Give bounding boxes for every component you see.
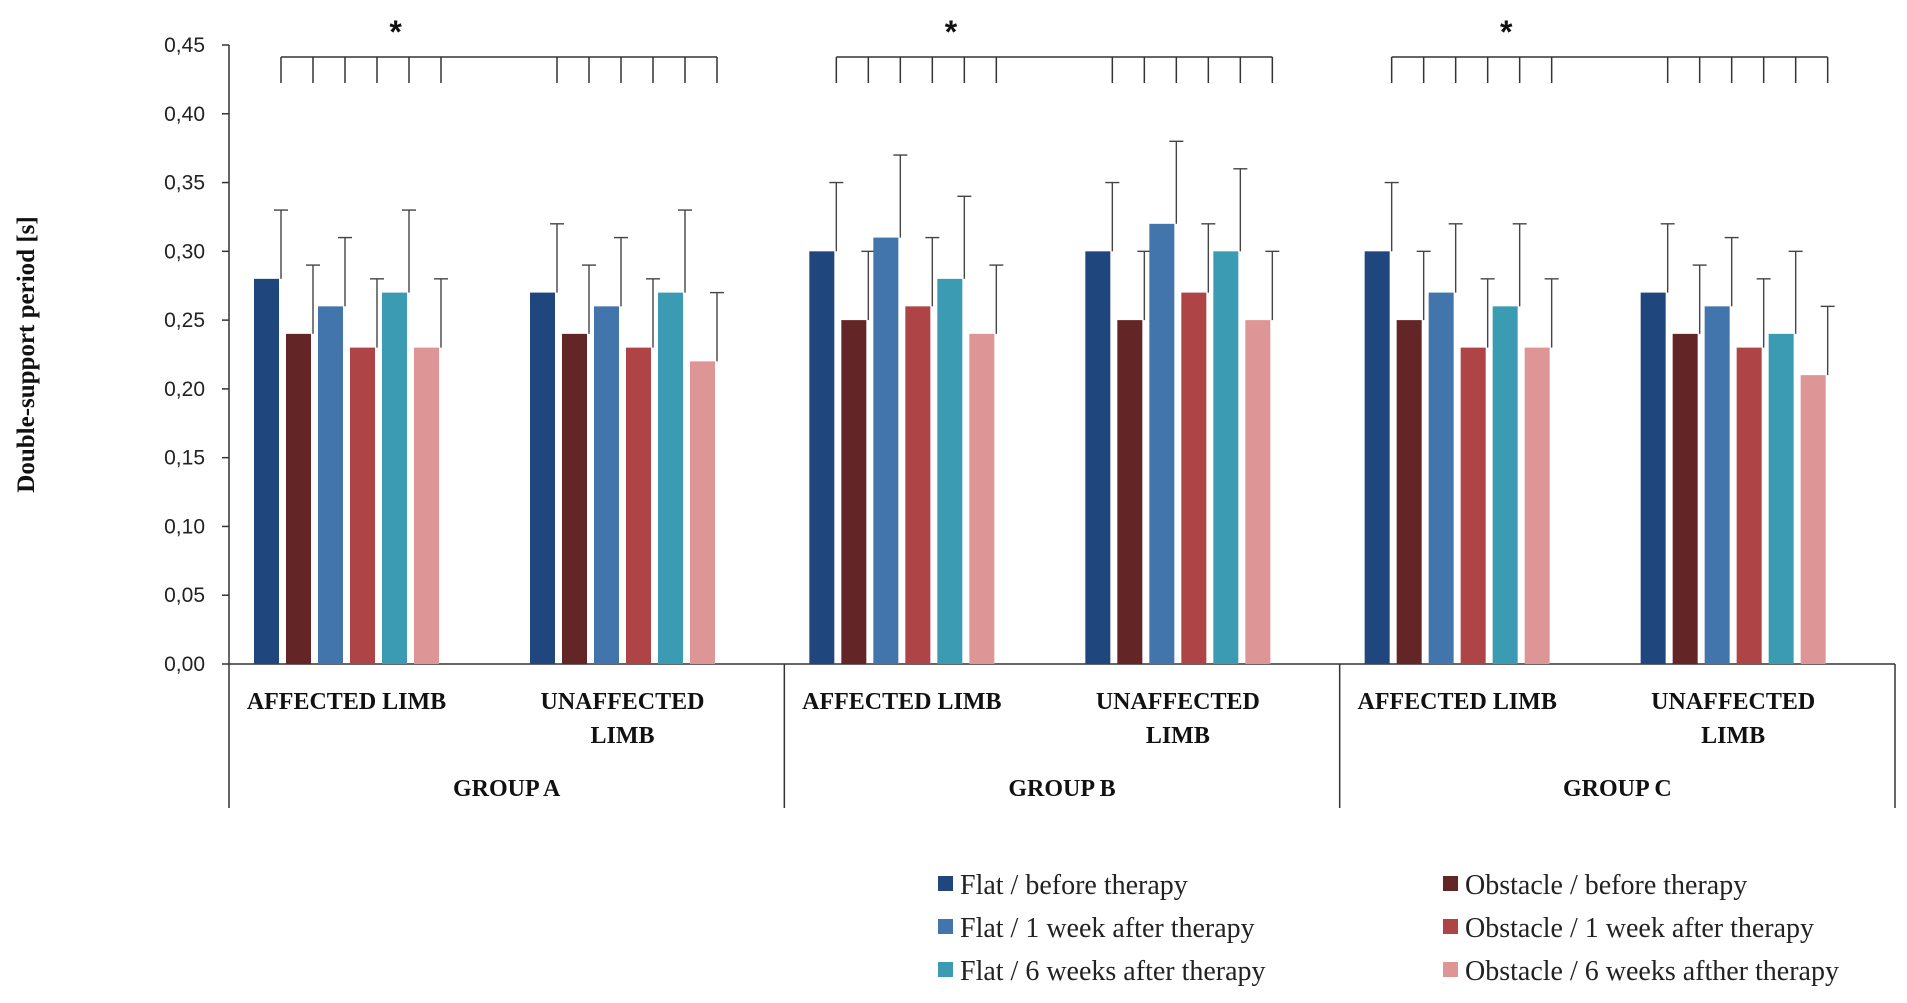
subgroup-label: UNAFFECTED xyxy=(1096,689,1260,715)
bar xyxy=(969,333,995,664)
subgroup-label: LIMB xyxy=(1701,723,1765,749)
bar xyxy=(1492,306,1518,664)
legend-label: Flat / 1 week after therapy xyxy=(960,913,1255,944)
legend-label: Flat / 6 weeks after therapy xyxy=(960,956,1266,987)
y-axis-label: Double-support period [s] xyxy=(13,216,40,492)
subgroup-label: AFFECTED LIMB xyxy=(802,689,1001,715)
y-tick-label: 0,15 xyxy=(164,447,205,470)
bar xyxy=(1524,347,1550,664)
bar xyxy=(562,333,587,664)
legend-swatch xyxy=(938,919,953,934)
group-label: GROUP B xyxy=(1008,776,1115,802)
legend-label: Obstacle / 1 week after therapy xyxy=(1465,913,1814,944)
bar xyxy=(1149,223,1175,665)
bar xyxy=(1396,320,1422,664)
subgroup-label: LIMB xyxy=(1146,723,1210,749)
legend-label: Flat / before therapy xyxy=(960,870,1188,901)
legend-swatch xyxy=(938,962,953,977)
bar xyxy=(1213,251,1239,665)
subgroup-label: UNAFFECTED xyxy=(1651,689,1815,715)
subgroup-label: UNAFFECTED xyxy=(540,689,704,715)
bar xyxy=(1460,347,1486,664)
bar xyxy=(1085,251,1111,665)
y-tick-label: 0,25 xyxy=(164,309,205,332)
y-tick-label: 0,05 xyxy=(164,584,205,607)
subgroup-label: AFFECTED LIMB xyxy=(1357,689,1556,715)
y-tick-label: 0,20 xyxy=(164,378,205,401)
bar xyxy=(937,278,963,664)
legend-label: Obstacle / before therapy xyxy=(1465,870,1747,901)
bar xyxy=(254,278,279,664)
bar xyxy=(905,306,931,664)
bar xyxy=(690,361,715,664)
legend-swatch xyxy=(938,876,953,891)
bar xyxy=(414,347,439,664)
bar xyxy=(626,347,651,664)
bar xyxy=(1181,292,1207,664)
legend-label: Obstacle / 6 weeks afther therapy xyxy=(1465,956,1839,987)
bar xyxy=(1640,292,1666,664)
bar xyxy=(873,237,899,665)
bar xyxy=(1704,306,1730,664)
bar xyxy=(809,251,835,665)
y-tick-label: 0,45 xyxy=(164,34,205,57)
bar xyxy=(1768,333,1794,664)
bar xyxy=(841,320,867,664)
bar xyxy=(350,347,375,664)
y-tick-label: 0,40 xyxy=(164,103,205,126)
bar xyxy=(530,292,555,664)
legend-swatch xyxy=(1443,876,1458,891)
significance-star: * xyxy=(1500,14,1513,50)
bar xyxy=(286,333,311,664)
y-tick-label: 0,30 xyxy=(164,240,205,263)
y-tick-label: 0,10 xyxy=(164,515,205,538)
bar xyxy=(1364,251,1390,665)
y-tick-label: 0,00 xyxy=(164,653,205,676)
bar xyxy=(1736,347,1762,664)
bar xyxy=(1672,333,1698,664)
group-label: GROUP C xyxy=(1563,776,1672,802)
significance-star: * xyxy=(389,14,402,50)
group-label: GROUP A xyxy=(453,776,561,802)
significance-star: * xyxy=(945,14,958,50)
y-tick-label: 0,35 xyxy=(164,172,205,195)
bar xyxy=(658,292,683,664)
bar xyxy=(382,292,407,664)
bar xyxy=(1245,320,1271,664)
legend-swatch xyxy=(1443,962,1458,977)
legend-swatch xyxy=(1443,919,1458,934)
bar xyxy=(594,306,619,664)
bar xyxy=(318,306,343,664)
bar xyxy=(1117,320,1143,664)
subgroup-label: AFFECTED LIMB xyxy=(247,689,446,715)
subgroup-label: LIMB xyxy=(590,723,654,749)
bar xyxy=(1800,375,1826,664)
bar xyxy=(1428,292,1454,664)
